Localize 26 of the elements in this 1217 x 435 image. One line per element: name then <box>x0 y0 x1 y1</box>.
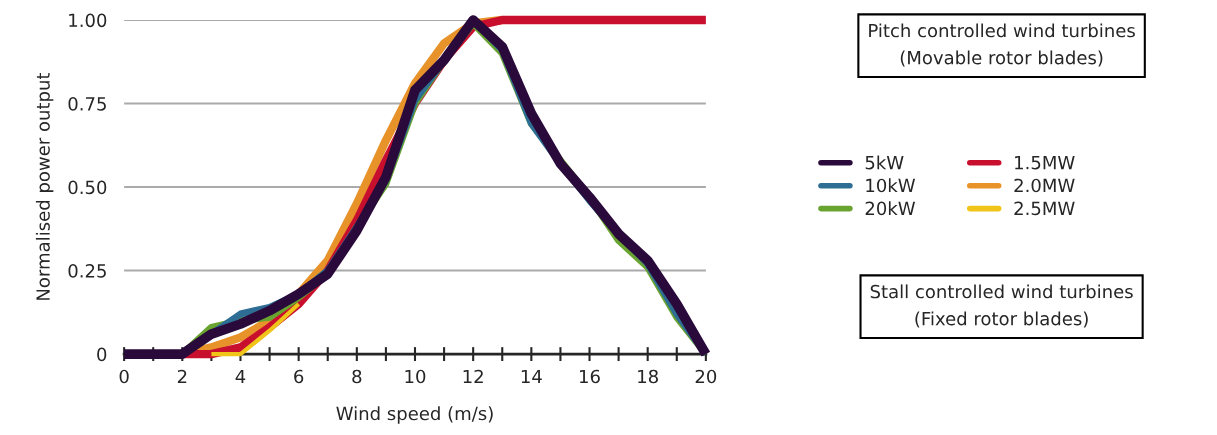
x-axis-title: Wind speed (m/s) <box>336 406 493 424</box>
y-axis-title: Normalised power output <box>35 72 54 300</box>
x-tick-label: 10 <box>405 369 426 384</box>
legend-label: 10kW <box>866 178 916 193</box>
y-tick-label: 0 <box>97 347 107 362</box>
x-tick-label: 14 <box>521 369 542 384</box>
x-tick-label: 6 <box>294 369 304 384</box>
text: Pitch controlled wind turbines (Movable rotor blades) <box>869 23 1135 67</box>
y-tick-label: 1.00 <box>69 13 107 28</box>
legend-label: 5kW <box>865 155 904 170</box>
x-tick-label: 0 <box>119 369 129 384</box>
y-tick-label: 0.25 <box>68 264 106 278</box>
x-tick-label: 12 <box>463 369 483 384</box>
x-tick-label: 4 <box>235 369 246 384</box>
legend-label: 1.5MW <box>1015 155 1075 170</box>
y-tick-label: 0.75 <box>68 96 106 111</box>
legend-label: 2.5MW <box>1014 201 1075 216</box>
text: Stall controlled wind turbines (Fixed rotor blades) <box>870 284 1133 328</box>
x-tick-label: 18 <box>638 369 658 384</box>
legend-label: 20kW <box>865 201 916 216</box>
x-tick-label: 8 <box>352 369 362 384</box>
x-tick-label: 16 <box>580 369 600 384</box>
legend-label: 2.0MW <box>1014 178 1075 193</box>
x-tick-label: 2 <box>177 369 187 384</box>
y-tick-label: 0.50 <box>68 180 107 195</box>
x-tick-label: 20 <box>695 369 717 384</box>
